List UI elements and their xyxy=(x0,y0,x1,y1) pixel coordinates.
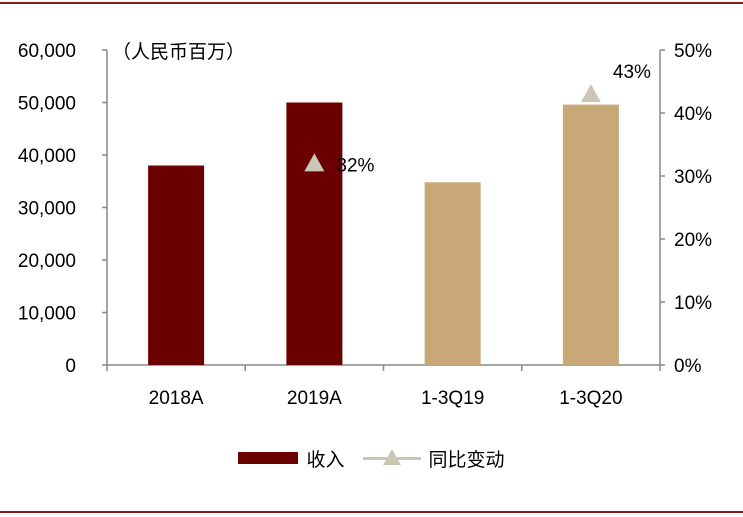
bar-1-3Q20 xyxy=(562,104,619,365)
yoy-data-label: 32% xyxy=(336,155,374,176)
legend-item-revenue: 收入 xyxy=(238,445,345,472)
legend-swatch-revenue xyxy=(238,452,299,464)
legend: 收入 同比变动 xyxy=(0,443,743,473)
left-axis-tick-label: 50,000 xyxy=(18,94,76,115)
bar-2019A xyxy=(286,102,343,365)
unit-label: （人民币百万） xyxy=(112,41,245,63)
left-axis-tick-label: 30,000 xyxy=(18,199,76,220)
legend-label-yoy: 同比变动 xyxy=(428,449,505,471)
x-axis-tick-label: 1-3Q20 xyxy=(559,388,622,409)
yoy-marker-2019A xyxy=(304,153,325,172)
yoy-marker-1-3Q20 xyxy=(580,84,601,103)
top-rule xyxy=(0,2,743,4)
bar-2018A xyxy=(148,165,205,365)
bar-1-3Q19 xyxy=(424,182,481,365)
x-axis-tick-label: 2018A xyxy=(149,388,204,409)
bottom-rule xyxy=(0,511,743,513)
yoy-data-label: 43% xyxy=(613,62,651,83)
right-axis-tick-label: 10% xyxy=(674,293,712,314)
x-axis-tick-label: 2019A xyxy=(287,388,342,409)
left-axis-tick-label: 20,000 xyxy=(18,251,76,272)
left-axis-tick-label: 40,000 xyxy=(18,146,76,167)
left-axis-tick-label: 10,000 xyxy=(18,304,76,325)
legend-swatch-yoy xyxy=(362,448,421,468)
left-axis-tick-label: 0 xyxy=(65,356,76,377)
legend-label-revenue: 收入 xyxy=(306,449,345,471)
right-axis-tick-label: 50% xyxy=(674,41,712,62)
right-axis-tick-label: 40% xyxy=(674,104,712,125)
right-axis-tick-label: 0% xyxy=(674,356,702,377)
right-axis-tick-label: 20% xyxy=(674,230,712,251)
legend-item-yoy: 同比变动 xyxy=(362,445,505,472)
triangle-marker-icon xyxy=(382,449,401,465)
right-axis-tick-label: 30% xyxy=(674,167,712,188)
left-axis-tick-label: 60,000 xyxy=(18,41,76,62)
x-axis-tick-label: 1-3Q19 xyxy=(421,388,484,409)
